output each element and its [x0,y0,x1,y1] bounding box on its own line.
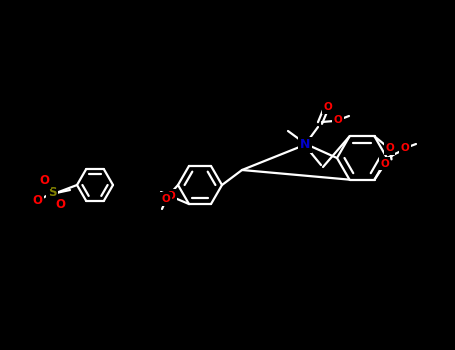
Text: O: O [55,198,65,211]
Text: O: O [380,159,389,169]
Text: O: O [385,144,394,153]
Text: O: O [162,194,170,204]
Text: N: N [300,139,310,152]
Text: O: O [400,143,410,153]
Text: O: O [39,175,49,188]
Text: O: O [32,195,42,208]
Text: S: S [48,187,56,199]
Text: O: O [324,102,332,112]
Text: O: O [167,191,175,201]
Text: O: O [334,115,342,125]
